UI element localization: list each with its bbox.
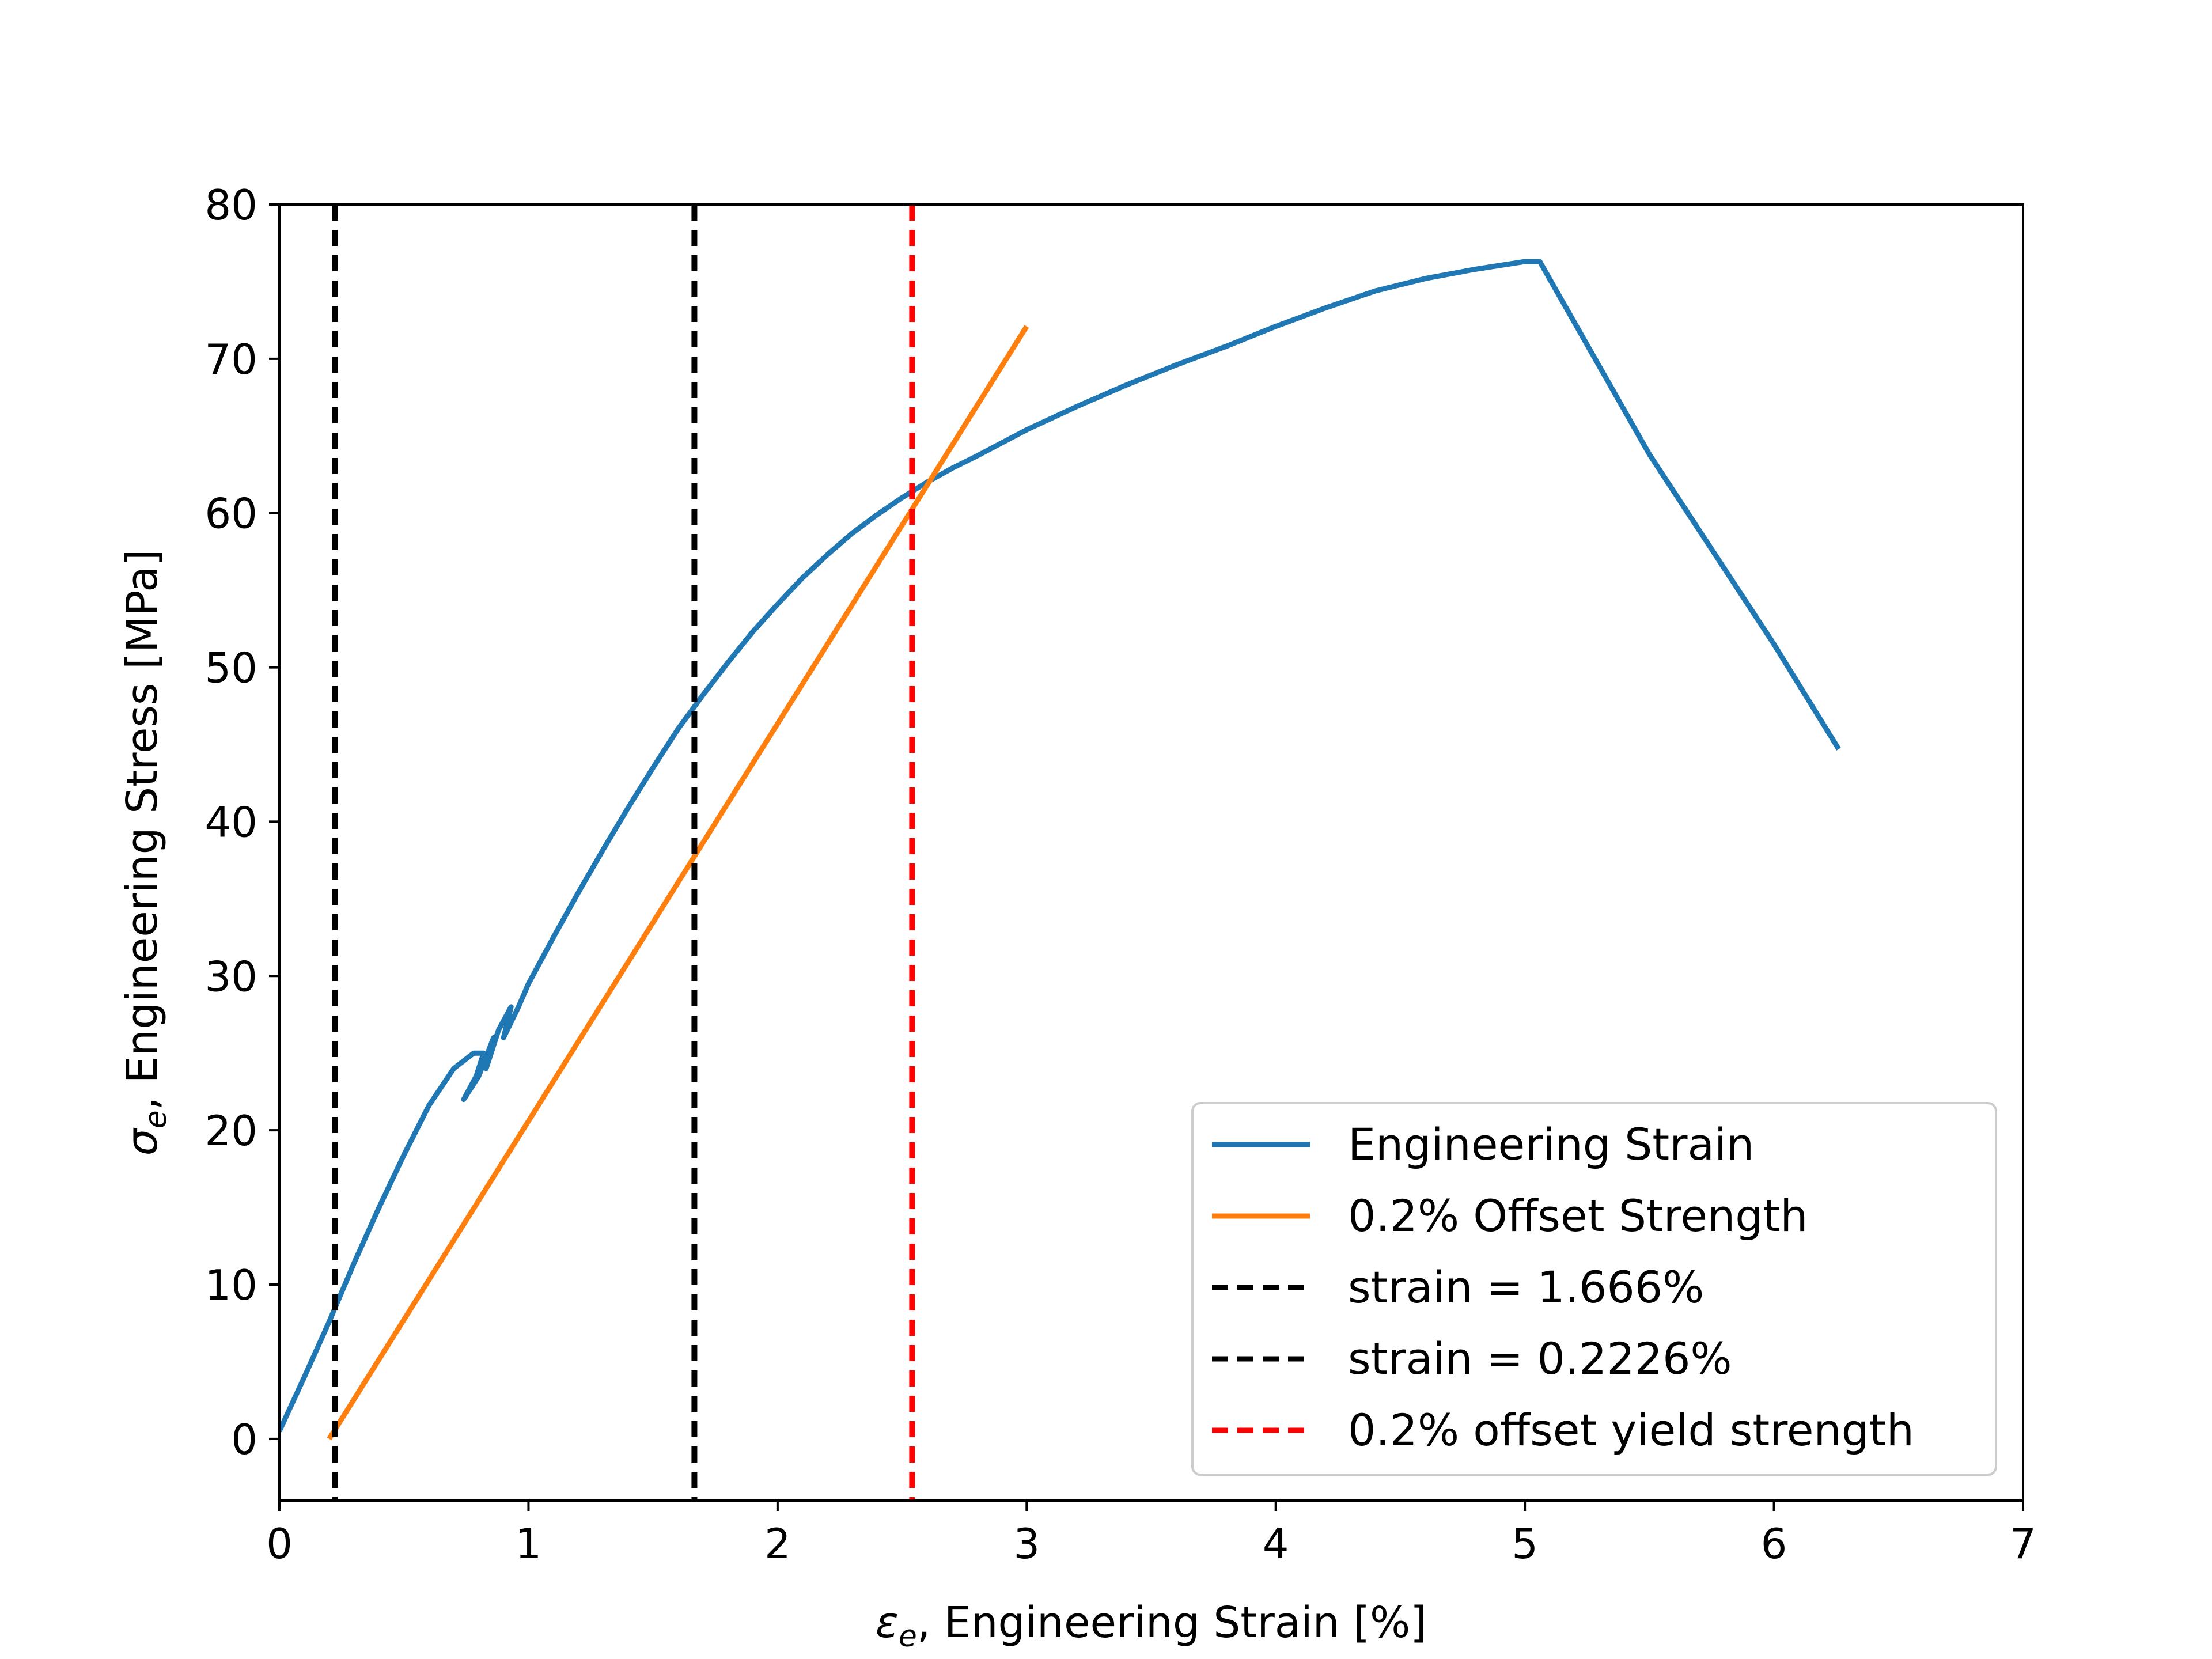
y-tick-label-20: 20 [204, 1107, 257, 1155]
series-line-engineering-strain [279, 259, 1841, 1433]
x-axis-subscript: e [899, 1619, 917, 1654]
legend-label-strain-1-666: strain = 1.666% [1348, 1262, 1704, 1313]
y-axis-subscript: e [139, 1110, 173, 1128]
x-tick-label-4: 4 [1263, 1520, 1289, 1568]
legend-label-0-2-offset-yield-strength: 0.2% offset yield strength [1348, 1404, 1914, 1456]
x-tick-label-2: 2 [764, 1520, 791, 1568]
plot-area [279, 204, 1841, 1501]
legend-frame [1191, 1102, 1997, 1476]
y-tick-label-60: 60 [204, 490, 257, 538]
x-tick-label-3: 3 [1013, 1520, 1040, 1568]
x-tick-label-6: 6 [1761, 1520, 1787, 1568]
x-tick-label-0: 0 [266, 1520, 293, 1568]
plot-frame [278, 203, 2024, 1502]
y-tick-label-40: 40 [204, 798, 257, 846]
x-tick-label-1: 1 [516, 1520, 542, 1568]
x-axis-symbol: ε [876, 1598, 899, 1647]
legend-label-engineering-strain: Engineering Strain [1348, 1119, 1754, 1170]
y-tick-label-0: 0 [231, 1415, 257, 1464]
y-axis-symbol: σ [118, 1127, 167, 1156]
x-tick-label-7: 7 [2010, 1520, 2036, 1568]
x-axis-title-text: , Engineering Strain [%] [917, 1598, 1427, 1647]
y-axis-title: σe, Engineering Stress [MPa] [118, 550, 173, 1156]
y-tick-label-30: 30 [204, 952, 257, 1001]
legend-label-0-2-offset-strength: 0.2% Offset Strength [1348, 1190, 1808, 1241]
x-axis-title: εe, Engineering Strain [%] [876, 1598, 1427, 1654]
y-tick-label-80: 80 [204, 181, 257, 229]
plot-clipped-group [279, 204, 1841, 1501]
y-tick-label-50: 50 [204, 644, 257, 692]
y-tick-label-70: 70 [204, 335, 257, 384]
y-tick-label-10: 10 [204, 1261, 257, 1309]
y-axis-title-text: , Engineering Stress [MPa] [118, 550, 167, 1111]
x-tick-label-5: 5 [1512, 1520, 1538, 1568]
legend-label-strain-0-2226: strain = 0.2226% [1348, 1333, 1732, 1384]
legend: Engineering Strain 0.2% Offset Strength st… [1191, 1102, 1997, 1476]
